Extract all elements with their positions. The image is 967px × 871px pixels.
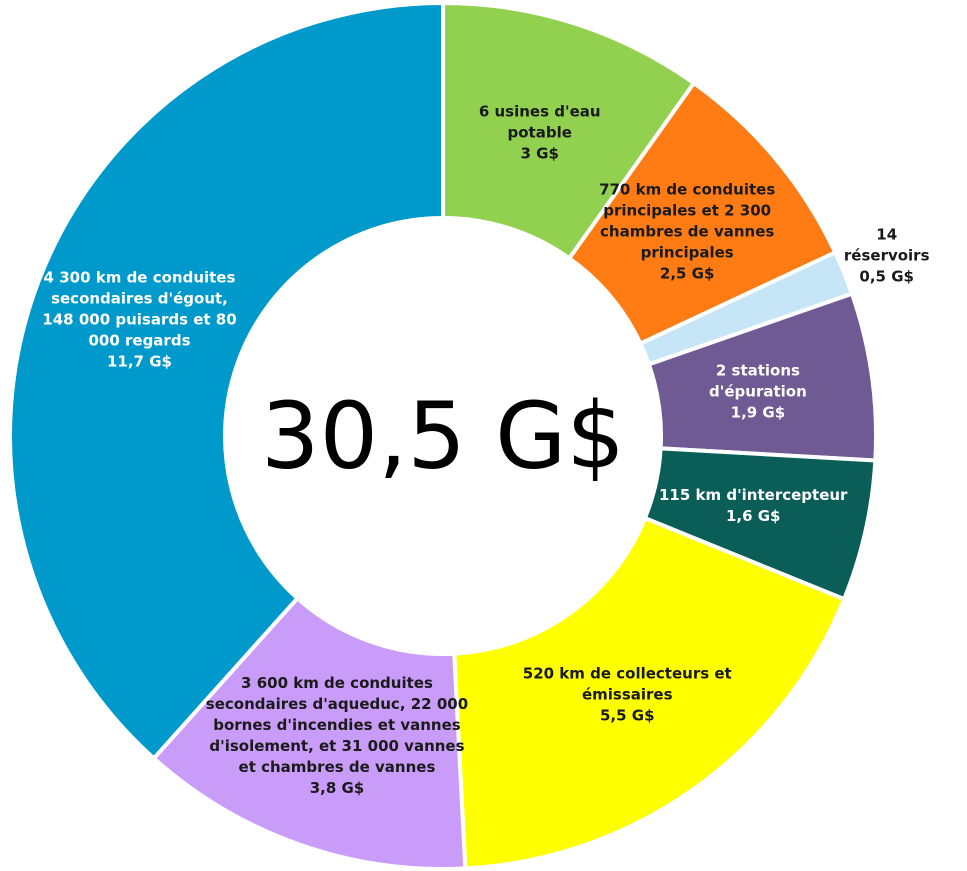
slice-label: 3 600 km de conduites secondaires d'aque… xyxy=(199,673,474,799)
slice-label: 6 usines d'eau potable 3 G$ xyxy=(470,102,610,165)
slice-label: 4 300 km de conduites secondaires d'égou… xyxy=(39,267,239,372)
value-label: 2,5 G$ xyxy=(659,264,715,283)
category-label: 4 300 km de conduites secondaires d'égou… xyxy=(42,268,237,350)
slice-label: 520 km de collecteurs et émissaires 5,5 G… xyxy=(507,664,747,727)
value-label: 5,5 G$ xyxy=(599,706,655,725)
category-label: 3 600 km de conduites secondaires d'aque… xyxy=(205,673,469,776)
value-label: 1,9 G$ xyxy=(730,403,786,422)
category-label: 2 stations d'épuration xyxy=(709,361,807,401)
value-label: 1,6 G$ xyxy=(725,506,781,525)
value-label: 11,7 G$ xyxy=(106,352,172,371)
wedge xyxy=(8,0,445,762)
category-label: 115 km d'intercepteur xyxy=(658,485,848,504)
slice-label: 2 stations d'épuration 1,9 G$ xyxy=(698,360,818,423)
category-label: 6 usines d'eau potable xyxy=(478,102,601,142)
value-label: 3 G$ xyxy=(520,144,559,163)
category-label: 770 km de conduites principales et 2 300… xyxy=(599,180,776,262)
category-label: 14 réservoirs xyxy=(843,225,930,265)
slice-label: 115 km d'intercepteur 1,6 G$ xyxy=(653,485,853,527)
slice-label: 770 km de conduites principales et 2 300… xyxy=(587,180,787,285)
center-label: 30,5 G$ xyxy=(261,382,625,490)
wedge xyxy=(441,0,697,262)
wedge xyxy=(452,515,847,871)
slice-label: 14 réservoirs 0,5 G$ xyxy=(837,224,937,287)
wedge xyxy=(150,595,468,871)
value-label: 0,5 G$ xyxy=(859,267,914,286)
value-label: 3,8 G$ xyxy=(309,778,365,797)
category-label: 520 km de collecteurs et émissaires xyxy=(522,664,732,704)
